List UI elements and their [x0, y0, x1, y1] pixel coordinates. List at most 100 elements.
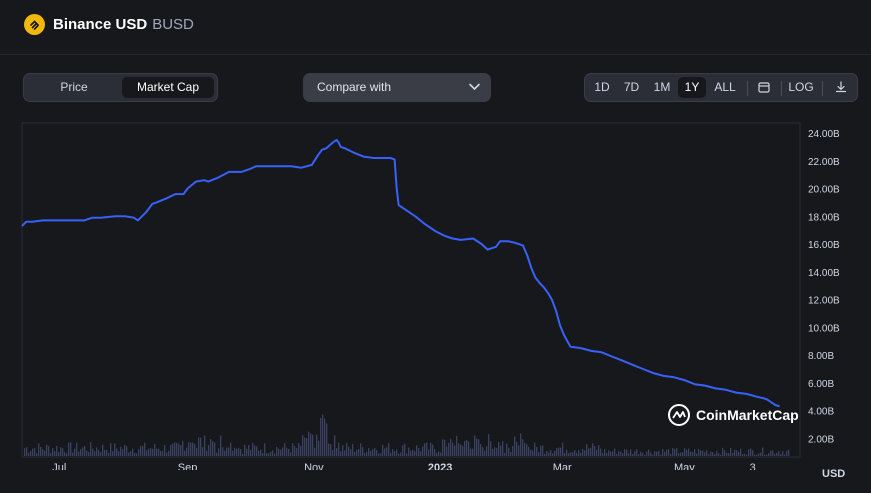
- volume-bar: [258, 450, 260, 456]
- volume-bar: [322, 414, 324, 456]
- tab-price[interactable]: Price: [60, 80, 88, 94]
- volume-bar: [498, 442, 500, 456]
- volume-bar: [780, 454, 782, 456]
- x-tick-label: Mar: [553, 462, 572, 470]
- plot-frame: [21, 122, 801, 458]
- volume-bar: [332, 449, 334, 456]
- volume-bar: [288, 448, 290, 456]
- volume-bar: [130, 451, 132, 456]
- volume-bar: [484, 450, 486, 456]
- volume-bar: [430, 442, 432, 456]
- volume-bar: [540, 445, 542, 456]
- volume-bar: [70, 442, 72, 456]
- range-1m[interactable]: 1M: [653, 80, 671, 94]
- volume-bar: [646, 451, 648, 456]
- volume-bar: [638, 454, 640, 456]
- volume-bar: [90, 442, 92, 456]
- volume-bar: [154, 443, 156, 456]
- volume-bar: [354, 451, 356, 456]
- volume-bar: [72, 452, 74, 456]
- volume-bar: [550, 450, 552, 456]
- volume-bar: [672, 447, 674, 456]
- volume-bar: [50, 453, 52, 456]
- range-7d[interactable]: 7D: [623, 80, 640, 94]
- volume-bar: [730, 447, 732, 456]
- volume-bar: [78, 451, 80, 456]
- volume-bar: [298, 443, 300, 456]
- volume-bar: [536, 446, 538, 456]
- volume-bar: [382, 445, 384, 456]
- volume-bar: [656, 451, 658, 456]
- volume-bar: [44, 450, 46, 456]
- volume-bar: [314, 447, 316, 456]
- volume-bar: [416, 445, 418, 456]
- volume-bar: [376, 450, 378, 456]
- volume-bar: [724, 450, 726, 456]
- log-scale-button[interactable]: LOG: [788, 80, 814, 94]
- volume-bar: [740, 448, 742, 456]
- download-button[interactable]: [829, 77, 853, 98]
- calendar-button[interactable]: [752, 77, 776, 98]
- volume-bar: [478, 439, 480, 456]
- volume-bar: [282, 447, 284, 456]
- volume-bar: [230, 442, 232, 456]
- volume-bar: [426, 442, 428, 456]
- volume-bar: [684, 448, 686, 456]
- volume-bar: [308, 431, 310, 456]
- volume-bar: [326, 423, 328, 456]
- range-all[interactable]: ALL: [714, 80, 736, 94]
- tab-market-cap[interactable]: Market Cap: [122, 77, 214, 98]
- volume-bar: [544, 453, 546, 456]
- volume-bar: [556, 448, 558, 456]
- volume-bar: [346, 443, 348, 456]
- volume-bar: [554, 450, 556, 456]
- volume-bar: [604, 449, 606, 456]
- coinmarketcap-logo-icon: [668, 404, 690, 426]
- volume-bar: [200, 437, 202, 456]
- volume-bar: [528, 446, 530, 456]
- volume-bar: [424, 443, 426, 456]
- compare-dropdown[interactable]: Compare with: [303, 73, 491, 102]
- range-1y[interactable]: 1Y: [678, 77, 706, 98]
- metric-toggle: Price Market Cap: [23, 73, 218, 102]
- volume-bar: [404, 443, 406, 456]
- volume-bar: [444, 439, 446, 456]
- volume-bar: [608, 450, 610, 456]
- y-tick-label: 8.00B: [808, 351, 834, 362]
- volume-bar: [164, 445, 166, 456]
- volume-bar: [460, 444, 462, 456]
- volume-bar: [336, 448, 338, 456]
- volume-bar: [240, 449, 242, 456]
- volume-bar: [636, 449, 638, 456]
- volume-bar: [670, 454, 672, 456]
- volume-bar: [774, 453, 776, 456]
- range-1d[interactable]: 1D: [594, 80, 610, 94]
- volume-bar: [316, 434, 318, 456]
- volume-bar: [370, 450, 372, 456]
- volume-bar: [394, 451, 396, 456]
- volume-bar: [652, 454, 654, 456]
- volume-bar: [26, 447, 28, 456]
- volume-bar: [224, 450, 226, 456]
- calendar-icon: [758, 82, 770, 93]
- volume-bar: [666, 449, 668, 456]
- volume-bar: [206, 450, 208, 456]
- volume-bar: [106, 449, 108, 456]
- range-divider: [747, 81, 748, 96]
- volume-bar: [116, 448, 118, 456]
- volume-bar: [688, 448, 690, 456]
- volume-bar: [76, 442, 78, 456]
- volume-bar: [292, 443, 294, 456]
- volume-bar: [618, 451, 620, 456]
- y-tick-label: 4.00B: [808, 407, 834, 418]
- volume-bar: [480, 444, 482, 456]
- volume-bar: [384, 448, 386, 456]
- volume-bar: [38, 443, 40, 456]
- volume-bar: [778, 451, 780, 456]
- volume-bar: [526, 444, 528, 456]
- volume-bar: [172, 443, 174, 456]
- volume-bar: [600, 448, 602, 456]
- volume-bar: [350, 449, 352, 456]
- volume-bar: [208, 445, 210, 456]
- volume-bar: [552, 453, 554, 456]
